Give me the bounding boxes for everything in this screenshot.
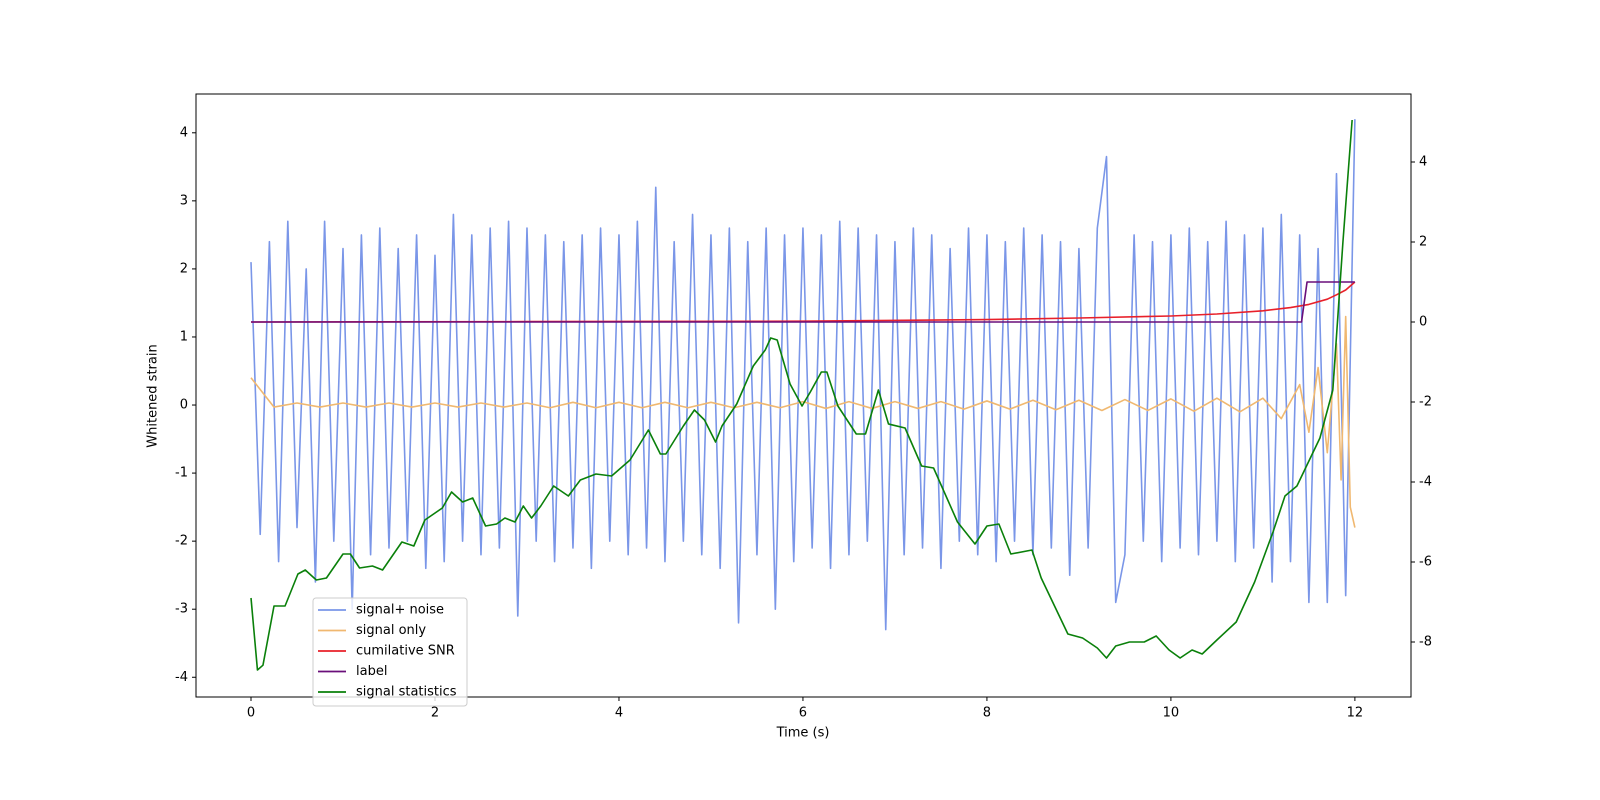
legend-label: signal+ noise [356, 603, 444, 618]
legend-label: label [356, 664, 387, 679]
y2-tick-label: -6 [1419, 555, 1432, 570]
y-tick-label: 4 [180, 125, 188, 140]
x-axis-label: Time (s) [776, 726, 830, 741]
x-tick-label: 0 [247, 706, 255, 721]
x-tick-label: 6 [799, 706, 807, 721]
series-line [250, 119, 1356, 631]
legend-label: cumilative SNR [356, 644, 455, 659]
y-tick-label: 2 [180, 261, 188, 276]
legend-label: signal statistics [356, 685, 457, 700]
series-line [250, 119, 1353, 671]
x-tick-label: 10 [1163, 706, 1180, 721]
y2-tick-label: 0 [1419, 315, 1427, 330]
x-tick-label: 2 [431, 706, 439, 721]
y-tick-label: 3 [180, 193, 188, 208]
y2-tick-label: -8 [1419, 635, 1432, 650]
y2-tick-label: -4 [1419, 475, 1432, 490]
x-tick-label: 8 [983, 706, 991, 721]
plot-frame [195, 93, 1412, 698]
y-axis-label: Whitened strain [146, 344, 161, 447]
series-line [251, 281, 1355, 323]
series-line [250, 315, 1356, 528]
legend-box [312, 597, 468, 707]
x-tick-label: 4 [615, 706, 623, 721]
y-tick-label: -1 [175, 466, 188, 481]
series-line [251, 281, 1356, 323]
legend-label: signal only [356, 623, 426, 638]
y2-tick-label: -2 [1419, 395, 1432, 410]
y-tick-label: 1 [180, 329, 188, 344]
y-tick-label: -3 [175, 602, 188, 617]
x-tick-label: 12 [1347, 706, 1364, 721]
y-tick-label: -2 [175, 534, 188, 549]
y2-tick-label: 2 [1419, 235, 1427, 250]
y-tick-label: 0 [180, 398, 188, 413]
y-tick-label: -4 [175, 670, 188, 685]
y2-tick-label: 4 [1419, 155, 1427, 170]
